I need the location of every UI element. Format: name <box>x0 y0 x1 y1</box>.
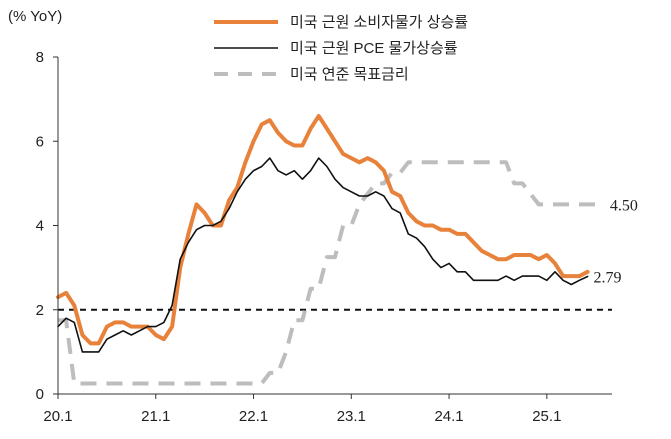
series-line-1 <box>57 157 589 353</box>
y-tick-label: 4 <box>36 218 44 235</box>
x-tick-label: 23.1 <box>337 408 366 425</box>
y-tick-label: 0 <box>36 386 44 403</box>
series-line-2 <box>58 160 604 386</box>
legend-label-0: 미국 근원 소비자물가 상승률 <box>290 14 468 31</box>
y-tick-label: 6 <box>36 133 44 150</box>
x-tick-label: 22.1 <box>239 408 268 425</box>
y-axis-label: (% YoY) <box>8 8 63 25</box>
end-label-1: 2.79 <box>594 269 622 286</box>
legend-label-1: 미국 근원 PCE 물가상승률 <box>290 40 458 57</box>
x-tick-label: 25.1 <box>532 408 561 425</box>
x-tick-label: 21.1 <box>141 408 170 425</box>
x-tick-label: 24.1 <box>434 408 463 425</box>
end-labels: 4.50 2.79 <box>594 197 638 286</box>
axes: 0 2 4 6 8 20.1 21.1 22.1 23.1 24.1 25.1 <box>36 49 612 425</box>
legend-label-2: 미국 연준 목표금리 <box>290 66 409 83</box>
series-group <box>56 114 604 386</box>
x-tick-label: 20.1 <box>43 408 72 425</box>
y-tick-label: 8 <box>36 49 44 66</box>
end-label-2: 4.50 <box>610 197 638 214</box>
y-tick-label: 2 <box>36 302 44 319</box>
